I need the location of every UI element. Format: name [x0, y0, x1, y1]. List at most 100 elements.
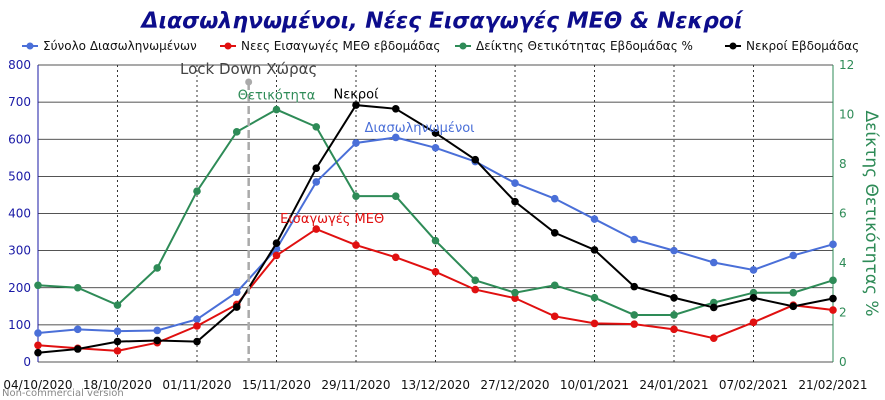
data-point	[391, 253, 400, 262]
legend-marker	[729, 42, 737, 50]
data-point	[312, 164, 321, 173]
data-point	[193, 187, 201, 196]
y-left-tick-label: 800	[8, 58, 31, 72]
x-tick-label: 10/01/2021	[560, 378, 629, 392]
data-point	[670, 325, 678, 334]
data-point	[789, 251, 798, 260]
data-point	[511, 288, 519, 297]
data-point	[34, 329, 42, 337]
data-point	[471, 285, 480, 294]
data-point	[829, 294, 837, 303]
data-point	[511, 197, 519, 206]
data-point	[471, 155, 480, 164]
chart-title: Διασωληνωμένοι, Νέες Εισαγωγές ΜΕΘ & Νεκ…	[139, 9, 744, 34]
lockdown-label: Lock Down Χώρας	[180, 60, 317, 78]
legend-marker	[224, 42, 232, 50]
data-point	[153, 326, 162, 335]
y-left-tick-label: 600	[8, 132, 31, 146]
data-point	[153, 264, 162, 272]
data-point	[113, 327, 122, 335]
data-point	[789, 288, 798, 297]
data-point	[193, 315, 201, 324]
y-left-tick-label: 0	[23, 355, 31, 369]
y-right-tick-label: 12	[839, 58, 854, 72]
y-right-tick-label: 10	[839, 108, 854, 122]
legend-entry: Δείκτης Θετικότητας Εβδομάδας %	[476, 39, 693, 53]
data-point	[352, 139, 360, 147]
data-point	[670, 293, 678, 302]
grid	[37, 64, 834, 363]
x-tick-label: 24/01/2021	[639, 378, 708, 392]
data-point	[352, 241, 360, 249]
series-annotation: Θετικότητα	[238, 89, 316, 104]
y-left-tick-label: 200	[8, 281, 31, 295]
x-tick-label: 27/12/2020	[480, 378, 549, 392]
data-point	[391, 133, 400, 142]
data-point	[709, 334, 718, 343]
data-point	[630, 320, 639, 328]
data-point	[272, 105, 281, 114]
data-point	[312, 225, 321, 233]
y-right-tick-label: 4	[839, 256, 847, 270]
data-point	[312, 178, 321, 186]
y-left-tick-label: 700	[8, 95, 31, 109]
data-point	[431, 143, 440, 152]
y-right-tick-label: 8	[839, 157, 847, 171]
data-point	[431, 236, 440, 245]
data-point	[749, 266, 758, 274]
data-point	[511, 179, 519, 187]
y-left-tick-label: 400	[8, 207, 31, 221]
data-point	[709, 258, 718, 267]
data-point	[113, 301, 122, 309]
data-point	[749, 293, 758, 302]
series-annotation: Νεκροί	[333, 87, 379, 102]
x-tick-label: 13/12/2020	[401, 378, 470, 392]
data-point	[34, 348, 42, 357]
y-left-tick-label: 100	[8, 318, 31, 332]
legend-entry: Σύνολο Διασωληνωμένων	[43, 39, 197, 53]
axes: 0 100 200 300 400 500 600 700 800 0 2 4 6 8 10 12 04/10/…	[3, 58, 881, 392]
data-point	[113, 337, 122, 346]
data-point	[709, 303, 718, 312]
data-point	[630, 282, 639, 291]
data-point	[272, 239, 281, 247]
x-tick-label: 21/02/2021	[798, 378, 867, 392]
x-tick-label: 15/11/2020	[242, 378, 311, 392]
data-point	[352, 192, 360, 200]
data-point	[73, 345, 82, 353]
data-point	[670, 246, 678, 255]
data-point	[153, 336, 162, 345]
data-point	[471, 276, 480, 285]
data-point	[193, 337, 201, 346]
data-point	[550, 194, 559, 203]
data-point	[550, 281, 559, 290]
data-point	[352, 101, 360, 109]
data-point	[789, 302, 798, 311]
data-point	[391, 105, 400, 113]
y-right-tick-label: 2	[839, 306, 847, 320]
lockdown-line-cap	[245, 78, 253, 86]
y-right-axis-label: Δείκτης Θετικότητας %	[861, 111, 881, 317]
x-tick-label: 01/11/2020	[162, 378, 231, 392]
y-left-tick-label: 500	[8, 169, 31, 183]
annotations: Lock Down Χώρας Θετικότητα Νεκροί Διασωληνω…	[180, 60, 475, 362]
data-point	[829, 306, 837, 314]
data-point	[590, 319, 599, 328]
series-annotation: Εισαγωγές ΜΕΘ	[280, 212, 384, 227]
data-point	[749, 318, 758, 327]
data-point	[73, 325, 82, 334]
data-point	[550, 312, 559, 321]
watermark: Non-commercial version	[2, 388, 124, 399]
data-point	[312, 123, 321, 131]
x-tick-label: 29/11/2020	[321, 378, 390, 392]
data-point	[232, 128, 241, 136]
data-point	[431, 267, 440, 276]
data-point	[829, 276, 837, 285]
series-layer	[34, 101, 837, 357]
data-point	[431, 129, 440, 137]
data-point	[232, 303, 241, 311]
x-tick-label: 04/10/2020	[3, 378, 72, 392]
series-annotation: Διασωληνωμένοι	[365, 121, 475, 136]
data-point	[34, 281, 42, 290]
